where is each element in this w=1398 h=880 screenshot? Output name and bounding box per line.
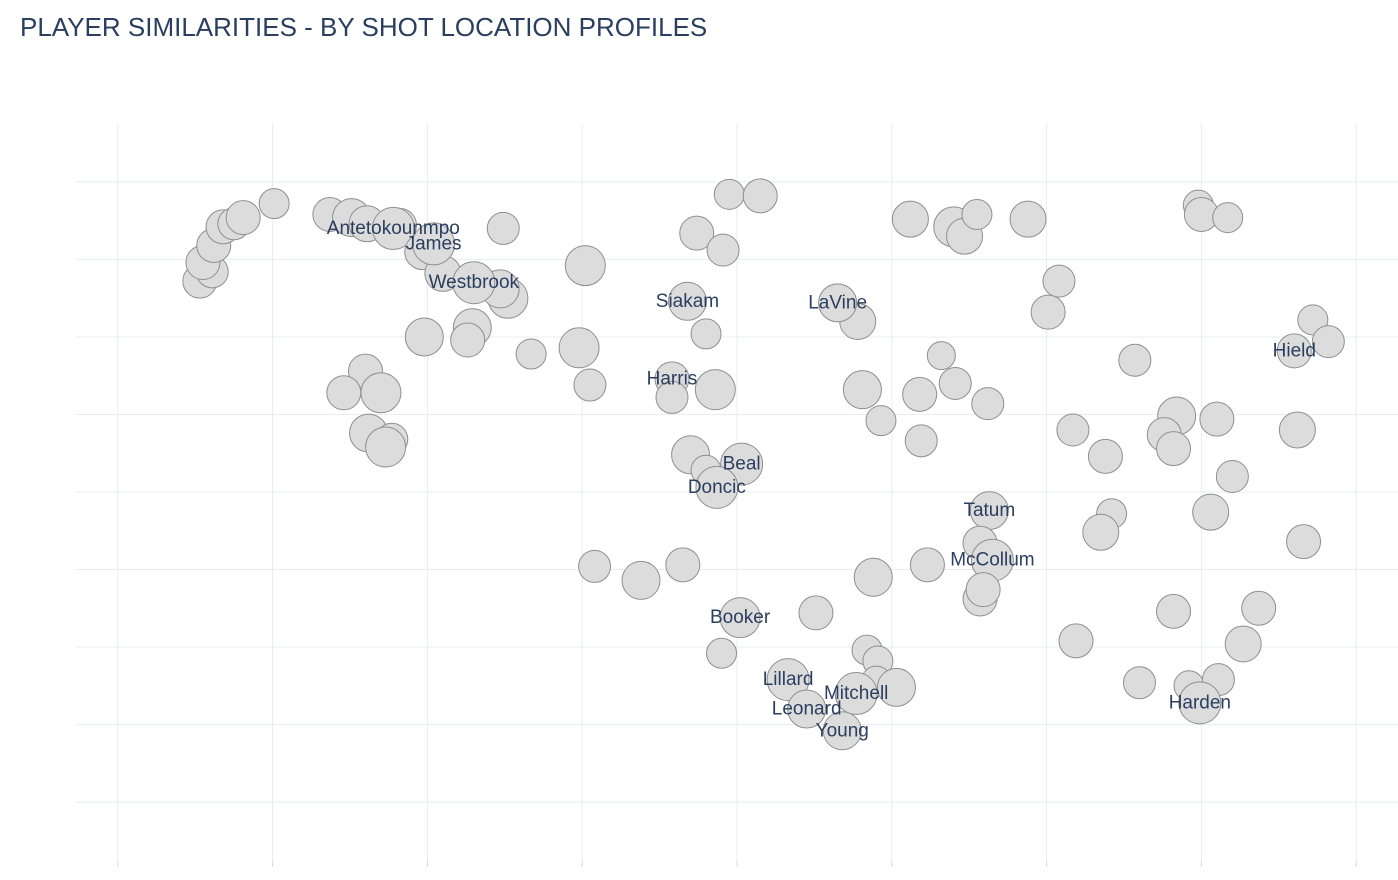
player-marker[interactable]: [904, 424, 938, 458]
player-marker[interactable]: [1212, 202, 1244, 234]
player-marker[interactable]: [853, 557, 893, 597]
player-marker[interactable]: [1311, 325, 1345, 359]
player-label: Westbrook: [429, 272, 520, 293]
player-marker[interactable]: [1009, 200, 1047, 238]
player-marker[interactable]: [1241, 590, 1277, 626]
player-marker[interactable]: [1178, 681, 1222, 725]
player-marker[interactable]: [690, 318, 722, 350]
player-marker[interactable]: [371, 206, 415, 250]
player-marker[interactable]: [1199, 401, 1235, 437]
player-marker[interactable]: [842, 370, 882, 410]
player-marker[interactable]: [1278, 411, 1316, 449]
player-marker[interactable]: [665, 547, 701, 583]
player-marker[interactable]: [965, 572, 1001, 608]
player-marker[interactable]: [450, 322, 486, 358]
player-marker[interactable]: [365, 426, 407, 468]
player-marker[interactable]: [1056, 413, 1090, 447]
player-marker[interactable]: [1122, 666, 1156, 700]
player-marker[interactable]: [902, 376, 938, 412]
player-marker[interactable]: [621, 560, 661, 600]
player-label: Young: [816, 720, 869, 741]
player-marker[interactable]: [1286, 524, 1322, 560]
player-label: Antetokounmpo: [327, 218, 460, 239]
player-marker[interactable]: [706, 233, 740, 267]
marker-layer[interactable]: [182, 178, 1345, 751]
player-marker[interactable]: [719, 597, 761, 639]
player-marker[interactable]: [742, 178, 778, 214]
player-label: Lillard: [763, 669, 814, 690]
player-label: Harris: [647, 368, 698, 389]
player-marker[interactable]: [1224, 625, 1262, 663]
player-marker[interactable]: [655, 380, 689, 414]
player-marker[interactable]: [695, 465, 739, 509]
player-marker[interactable]: [412, 222, 456, 266]
player-marker[interactable]: [926, 341, 956, 371]
player-marker[interactable]: [573, 368, 607, 402]
player-label: Tatum: [963, 500, 1015, 521]
player-marker[interactable]: [564, 245, 606, 287]
player-marker[interactable]: [558, 327, 600, 369]
player-marker[interactable]: [971, 387, 1005, 421]
player-marker[interactable]: [578, 549, 612, 583]
player-marker[interactable]: [834, 672, 878, 716]
player-label: Mitchell: [824, 683, 888, 704]
player-label: LaVine: [808, 292, 867, 313]
player-marker[interactable]: [452, 261, 496, 305]
player-label: Doncic: [688, 477, 746, 498]
player-marker[interactable]: [787, 689, 827, 729]
player-label: Hield: [1273, 340, 1316, 361]
player-label: Harden: [1169, 692, 1231, 713]
player-marker[interactable]: [258, 188, 290, 220]
player-marker[interactable]: [891, 200, 929, 238]
player-label: James: [406, 233, 462, 254]
player-marker[interactable]: [1156, 593, 1192, 629]
player-marker[interactable]: [1118, 343, 1152, 377]
player-marker[interactable]: [798, 595, 834, 631]
player-marker[interactable]: [667, 281, 707, 321]
player-marker[interactable]: [694, 369, 736, 411]
player-marker[interactable]: [1058, 623, 1094, 659]
player-marker[interactable]: [1082, 513, 1120, 551]
player-label: Booker: [710, 607, 771, 628]
player-marker[interactable]: [818, 283, 858, 323]
player-marker[interactable]: [822, 711, 862, 751]
chart-title: PLAYER SIMILARITIES - BY SHOT LOCATION P…: [20, 12, 708, 42]
player-label: Leonard: [772, 699, 842, 720]
player-marker[interactable]: [1192, 493, 1230, 531]
player-marker[interactable]: [1276, 333, 1312, 369]
player-marker[interactable]: [1042, 264, 1076, 298]
player-marker[interactable]: [1156, 431, 1192, 467]
player-label: McCollum: [950, 550, 1034, 571]
player-label: Beal: [723, 454, 761, 475]
player-marker[interactable]: [515, 338, 547, 370]
player-marker[interactable]: [706, 637, 738, 669]
player-marker[interactable]: [938, 366, 972, 400]
player-marker[interactable]: [909, 547, 945, 583]
player-marker[interactable]: [360, 372, 402, 414]
player-marker[interactable]: [713, 178, 745, 210]
player-marker[interactable]: [404, 317, 444, 357]
player-marker[interactable]: [1030, 294, 1066, 330]
player-marker[interactable]: [865, 405, 897, 437]
player-label: Siakam: [656, 291, 719, 312]
player-marker[interactable]: [876, 667, 916, 707]
player-marker[interactable]: [679, 215, 715, 251]
player-marker[interactable]: [1087, 438, 1123, 474]
player-marker[interactable]: [326, 375, 362, 411]
player-marker[interactable]: [766, 658, 810, 702]
player-marker[interactable]: [486, 211, 520, 245]
player-marker[interactable]: [225, 200, 261, 236]
player-marker[interactable]: [961, 198, 993, 230]
player-marker[interactable]: [1215, 459, 1249, 493]
